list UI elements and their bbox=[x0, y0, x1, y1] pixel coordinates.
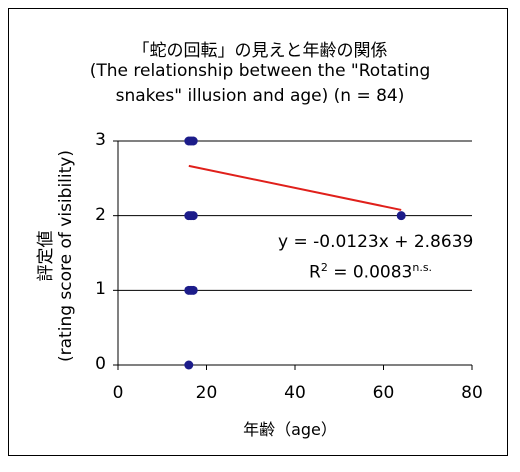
x-axis-label: 年齢（age） bbox=[243, 420, 337, 439]
y-tick-label-3: 3 bbox=[95, 130, 106, 150]
r2-exponent: 2 bbox=[320, 261, 328, 274]
trendline bbox=[188, 164, 402, 211]
data-point-2 bbox=[188, 136, 198, 146]
y-axis-label-line-2: (rating score of visibility) bbox=[56, 150, 76, 362]
x-tick-label-1: 20 bbox=[195, 383, 218, 403]
y-tick-label-2: 2 bbox=[95, 204, 106, 225]
chart-frame bbox=[8, 8, 508, 456]
r2-significance: n.s. bbox=[412, 261, 433, 274]
data-point-8 bbox=[188, 285, 198, 295]
trendline-equation: y = -0.0123x + 2.8639 bbox=[278, 232, 474, 252]
x-tick-label-3: 60 bbox=[372, 383, 395, 403]
y-tick-label-0: 0 bbox=[95, 354, 106, 374]
x-tick-label-2: 40 bbox=[284, 383, 306, 403]
r2-prefix: R bbox=[309, 262, 321, 283]
chart-title-line-1: 「蛇の回転」の見えと年齢の関係 bbox=[132, 41, 388, 61]
y-axis-label-line-1: 評定値 bbox=[36, 230, 56, 282]
r-squared-label: R2 = 0.0083n.s. bbox=[309, 261, 432, 283]
chart-title-line-3: snakes" illusion and age) (n = 84) bbox=[115, 86, 405, 106]
chart-title-line-2: (The relationship between the "Rotating bbox=[89, 61, 431, 81]
x-tick-label-0: 0 bbox=[112, 383, 124, 403]
data-point-5 bbox=[188, 211, 198, 221]
r2-value: = 0.0083 bbox=[327, 262, 413, 283]
data-point-10 bbox=[396, 211, 406, 221]
x-tick-label-4: 80 bbox=[461, 383, 483, 403]
y-tick-label-1: 1 bbox=[95, 279, 106, 300]
data-point-9 bbox=[184, 360, 194, 370]
